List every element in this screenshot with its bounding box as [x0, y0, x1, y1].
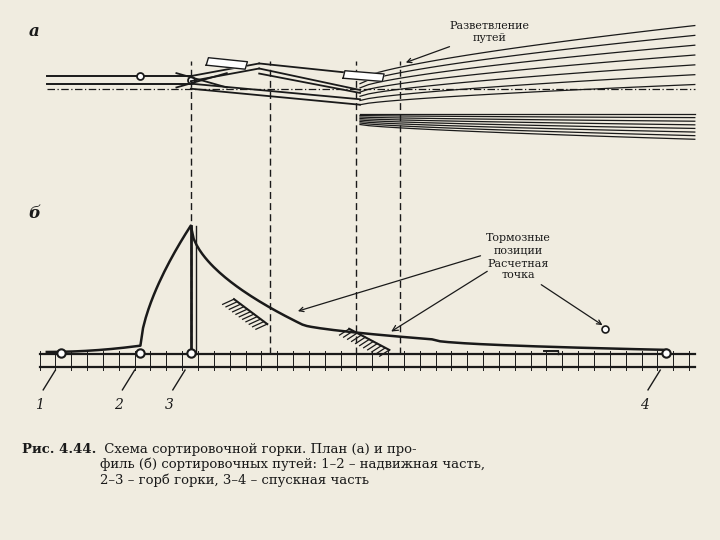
- Polygon shape: [206, 58, 248, 69]
- Text: Разветвление
путей: Разветвление путей: [407, 21, 530, 63]
- Text: Рис. 4.44.: Рис. 4.44.: [22, 443, 96, 456]
- Text: Тормозные
позиции: Тормозные позиции: [300, 233, 551, 312]
- Text: 2: 2: [114, 399, 123, 413]
- Text: а: а: [29, 23, 40, 40]
- Text: Схема сортировочной горки. План (а) и про-
филь (б) сортировочных путей: 1–2 – н: Схема сортировочной горки. План (а) и пр…: [100, 443, 485, 487]
- Text: 3: 3: [165, 399, 174, 413]
- Text: 4: 4: [640, 399, 649, 413]
- Text: Расчетная
точка: Расчетная точка: [487, 259, 601, 325]
- Text: 1: 1: [35, 399, 44, 413]
- Text: б: б: [29, 205, 41, 221]
- Polygon shape: [343, 71, 384, 82]
